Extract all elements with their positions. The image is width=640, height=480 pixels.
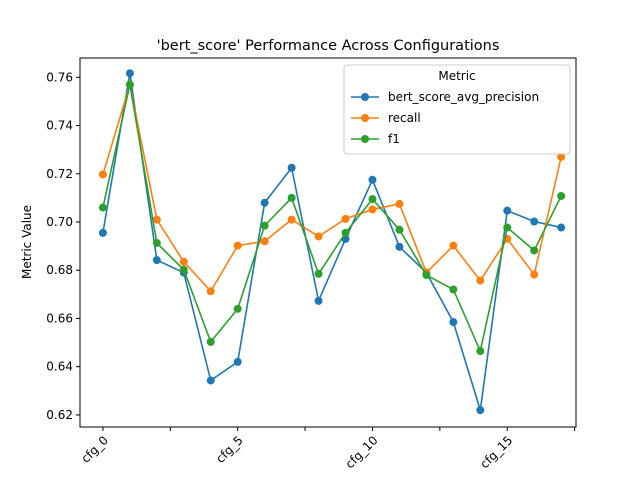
data-point [179, 257, 188, 266]
data-point [260, 198, 269, 207]
x-tick-label: cfg_0 [78, 433, 111, 466]
plot-frame [79, 57, 577, 428]
data-point [530, 270, 539, 279]
data-point [557, 223, 566, 232]
data-point [314, 232, 323, 241]
x-tick-label: cfg_15 [477, 433, 515, 471]
data-point [449, 241, 458, 250]
series-layer [98, 69, 566, 415]
data-point [395, 242, 404, 251]
data-point [287, 163, 296, 172]
series-line [102, 84, 562, 354]
y-axis-label: Metric Value [20, 205, 34, 279]
series-line [102, 84, 562, 293]
legend-entry: bert_score_avg_precision [351, 90, 539, 104]
data-point [395, 199, 404, 208]
y-tick-label: 0.68 [46, 263, 73, 277]
data-point [206, 376, 215, 385]
data-point [179, 265, 188, 274]
x-axis: cfg_0 cfg_5 cfg_10 cfg_15 [78, 427, 576, 471]
series-f1 [98, 80, 566, 356]
x-tick-label: cfg_10 [343, 433, 381, 471]
data-point [530, 246, 539, 255]
data-point [233, 241, 242, 250]
data-point [341, 228, 350, 237]
data-point [557, 152, 566, 161]
data-point [233, 304, 242, 313]
y-tick-label: 0.62 [46, 408, 73, 422]
data-point [557, 191, 566, 200]
data-point [476, 276, 485, 285]
data-point [341, 214, 350, 223]
data-point [476, 406, 485, 415]
data-point [314, 296, 323, 305]
series-line [102, 73, 562, 411]
y-axis: 0.62 0.64 0.66 0.68 0.70 0.72 0.74 0.76 [46, 70, 80, 422]
data-point [206, 287, 215, 296]
legend-box [343, 64, 571, 155]
data-point [287, 193, 296, 202]
legend-entry: recall [351, 111, 421, 125]
data-point [98, 170, 107, 179]
x-tick-label: cfg_5 [213, 433, 246, 466]
data-point [368, 205, 377, 214]
legend-label: f1 [388, 132, 400, 146]
data-point [260, 221, 269, 230]
y-tick-label: 0.64 [46, 360, 73, 374]
chart-title: 'bert_score' Performance Across Configur… [157, 38, 500, 54]
data-point [206, 337, 215, 346]
data-point [260, 237, 269, 246]
data-point [98, 203, 107, 212]
y-tick-label: 0.76 [46, 70, 73, 84]
y-tick-label: 0.72 [46, 167, 73, 181]
data-point [449, 285, 458, 294]
data-point [125, 80, 134, 89]
legend-label: recall [388, 111, 421, 125]
data-point [476, 347, 485, 356]
data-point [422, 271, 431, 280]
data-point [503, 206, 512, 215]
data-point [449, 318, 458, 327]
data-point [98, 228, 107, 237]
y-tick-label: 0.66 [46, 311, 73, 325]
data-point [530, 217, 539, 226]
y-tick-label: 0.74 [46, 119, 73, 133]
data-point [152, 238, 161, 247]
legend-entry: f1 [351, 132, 400, 146]
legend-marker [361, 135, 369, 143]
data-point [233, 357, 242, 366]
legend-title: Metric [438, 69, 475, 83]
data-point [314, 269, 323, 278]
data-point [287, 215, 296, 224]
data-point [395, 225, 404, 234]
data-point [503, 223, 512, 232]
data-point [125, 69, 134, 78]
data-point [368, 195, 377, 204]
data-point [152, 215, 161, 224]
legend-marker [361, 114, 369, 122]
legend-label: bert_score_avg_precision [388, 90, 539, 104]
y-tick-label: 0.70 [46, 215, 73, 229]
data-point [368, 175, 377, 184]
legend-marker [361, 93, 369, 101]
data-point [152, 256, 161, 265]
series-bert_score_avg_precision [98, 69, 566, 415]
